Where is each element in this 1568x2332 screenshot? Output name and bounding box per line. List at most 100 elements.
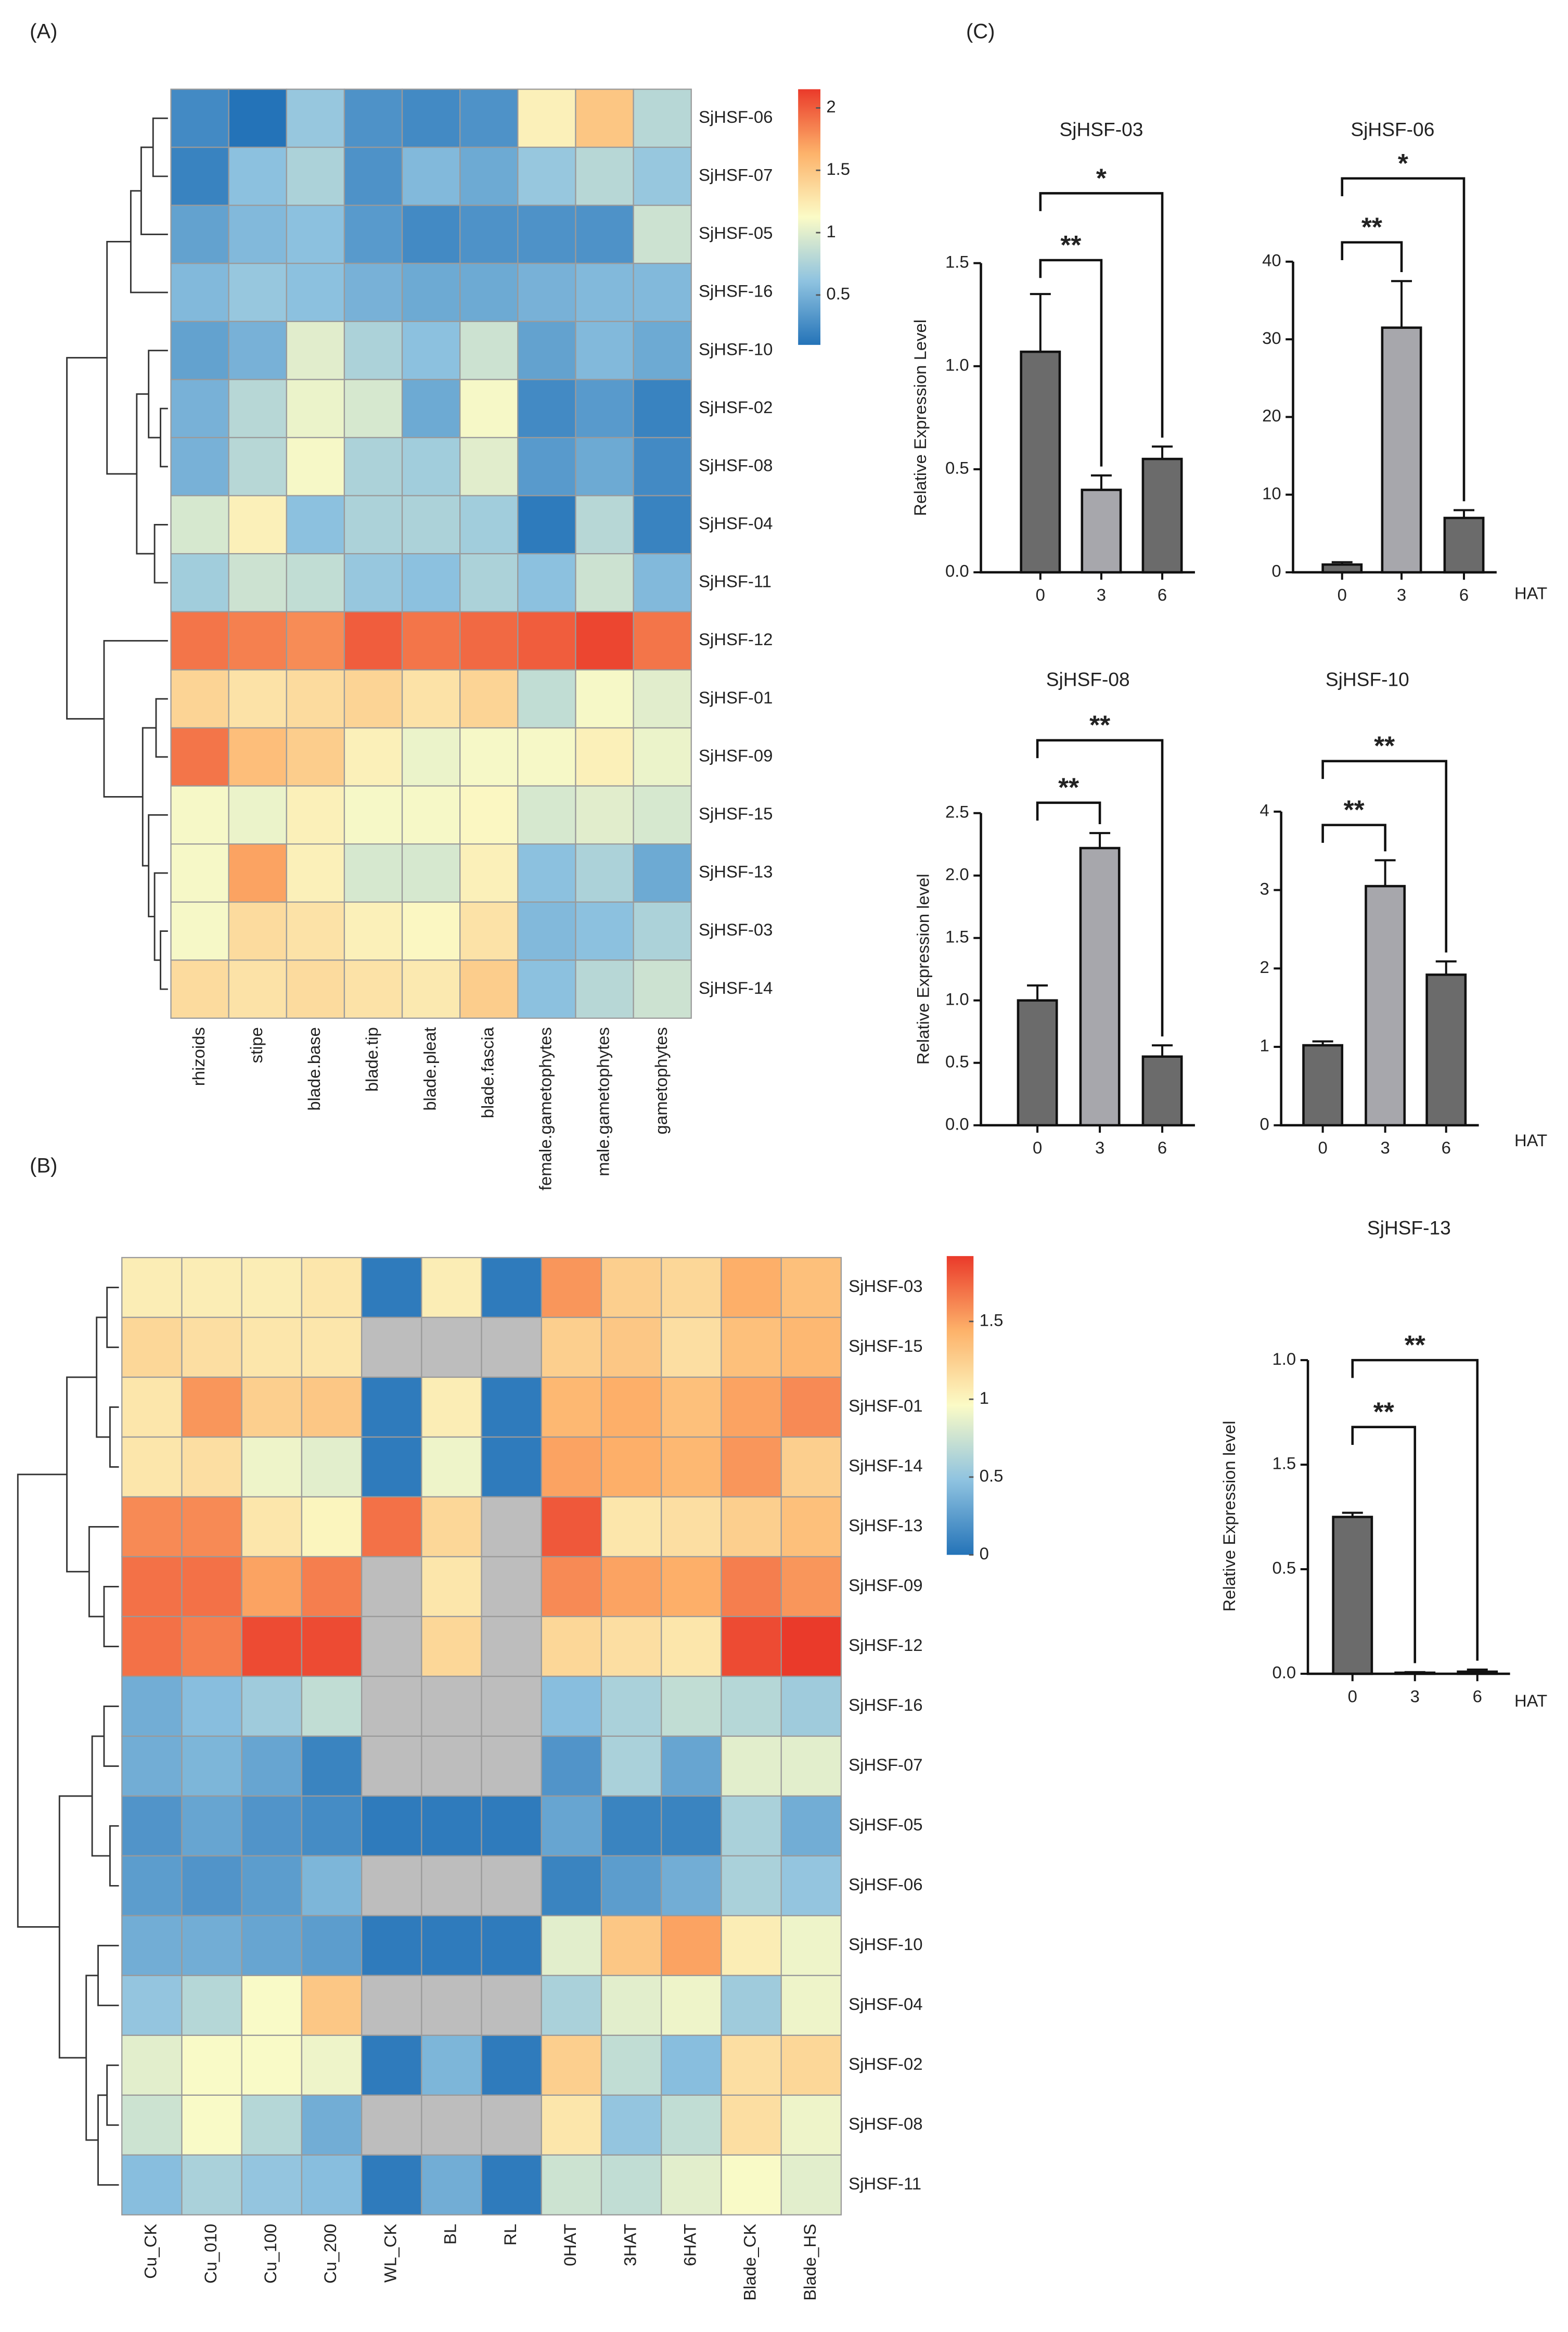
error-bar — [1467, 1668, 1488, 1672]
heatmap-cell — [343, 553, 403, 612]
dendrogram-branch — [91, 1735, 110, 1857]
heatmap-cell — [121, 1975, 183, 2036]
heatmap-cell — [286, 88, 345, 148]
bar — [1017, 999, 1058, 1127]
heatmap-cell — [459, 785, 519, 845]
heatmap-cell — [575, 204, 634, 264]
heatmap-cell — [121, 1915, 183, 1976]
heatmap-cell — [481, 1376, 542, 1438]
bar — [1081, 489, 1122, 574]
heatmap-cell — [721, 1556, 782, 1618]
heatmap-cell — [633, 669, 692, 729]
heatmap-cell — [780, 1915, 842, 1976]
heatmap-cell — [301, 1675, 363, 1737]
heatmap-cell — [780, 1436, 842, 1498]
column-label: blade.tip — [362, 1027, 381, 1092]
row-label: SjHSF-02 — [849, 2054, 922, 2073]
heatmap-cell — [361, 1616, 422, 1677]
heatmap-cell — [170, 785, 229, 845]
column-label: blade.fascia — [478, 1027, 497, 1118]
heatmap-cell — [541, 1915, 602, 1976]
heatmap-cell — [541, 2154, 602, 2215]
y-tick-label: 30 — [1262, 328, 1281, 348]
dendrogram-branch — [66, 357, 107, 720]
heatmap-cell — [241, 1316, 303, 1378]
heatmap-cell — [517, 495, 576, 555]
heatmap-cell — [661, 1795, 722, 1857]
row-label: SjHSF-03 — [699, 920, 773, 939]
dendrogram-branch — [58, 1795, 93, 2059]
heatmap-cell — [517, 321, 576, 380]
heatmap-cell — [343, 901, 403, 961]
heatmap-cell — [301, 2154, 363, 2215]
x-tick-label: 3 — [1380, 1138, 1390, 1157]
heatmap-cell — [459, 204, 519, 264]
heatmap-cell — [481, 2034, 542, 2096]
heatmap-cell — [401, 843, 461, 903]
heatmap-cell — [343, 611, 403, 671]
dendrogram-branch — [66, 1376, 97, 1573]
bar — [1443, 517, 1485, 574]
significance-label: ** — [1060, 229, 1081, 260]
dendrogram-branch — [148, 350, 168, 439]
error-bar — [1435, 960, 1457, 975]
y-tick-label: 0 — [1259, 1114, 1269, 1133]
significance-bracket — [1341, 241, 1403, 273]
row-label: SjHSF-08 — [699, 455, 773, 475]
heatmap-cell — [181, 1915, 242, 1976]
row-label: SjHSF-13 — [849, 1516, 922, 1535]
heatmap-cell — [121, 1376, 183, 1438]
heatmap-cell — [301, 1316, 363, 1378]
heatmap-cell — [241, 1257, 303, 1318]
heatmap-cell — [780, 2154, 842, 2215]
y-axis-label: Relative Expression level — [914, 874, 933, 1065]
heatmap-cell — [575, 437, 634, 496]
column-label: Blade_HS — [800, 2224, 819, 2301]
heatmap-cell — [541, 2034, 602, 2096]
heatmap-cell — [181, 1257, 242, 1318]
heatmap-cell — [343, 379, 403, 439]
heatmap-cell — [181, 1316, 242, 1378]
row-label: SjHSF-02 — [699, 398, 773, 417]
bar — [1381, 326, 1422, 574]
y-tick-label: 1.5 — [945, 252, 969, 271]
heatmap-cell — [301, 1975, 363, 2036]
significance-bracket — [1321, 824, 1386, 852]
error-bar — [1374, 859, 1396, 887]
y-tick-label: 0.0 — [1273, 1663, 1296, 1682]
chart-title: SjHSF-13 — [1367, 1217, 1451, 1239]
heatmap-cell — [661, 1855, 722, 1917]
x-tick-label: 0 — [1033, 1138, 1042, 1157]
heatmap-cell — [286, 901, 345, 961]
y-axis-label: Relative Expression Level — [910, 319, 930, 516]
error-bar — [1404, 1671, 1425, 1673]
heatmap-cell — [170, 495, 229, 555]
dendrogram-branch — [140, 146, 168, 235]
heatmap-cell — [401, 263, 461, 322]
heatmap-cell — [481, 2154, 542, 2215]
heatmap-cell — [361, 2034, 422, 2096]
dendrogram-branch — [106, 240, 137, 475]
row-label: SjHSF-06 — [849, 1875, 922, 1894]
heatmap-cell — [633, 785, 692, 845]
heatmap-cell — [286, 263, 345, 322]
heatmap-cell — [721, 1496, 782, 1558]
y-tick-label: 1.5 — [1273, 1454, 1296, 1473]
dendrogram-branch — [17, 1473, 67, 1928]
panel-label: (C) — [966, 20, 995, 43]
heatmap-cell — [721, 1735, 782, 1797]
heatmap-cell — [459, 88, 519, 148]
row-label: SjHSF-11 — [699, 572, 772, 591]
heatmap-cell — [228, 843, 287, 903]
column-label: Blade_CK — [740, 2224, 760, 2301]
error-bar — [1090, 474, 1112, 490]
row-label: SjHSF-15 — [849, 1336, 922, 1355]
heatmap-cell — [541, 1316, 602, 1378]
heatmap-cell — [401, 146, 461, 206]
x-tick-label: 3 — [1410, 1686, 1420, 1706]
heatmap-cell — [286, 959, 345, 1019]
significance-bracket — [1351, 1426, 1417, 1663]
heatmap-cell — [361, 2094, 422, 2156]
x-tick-label: 3 — [1097, 585, 1106, 604]
